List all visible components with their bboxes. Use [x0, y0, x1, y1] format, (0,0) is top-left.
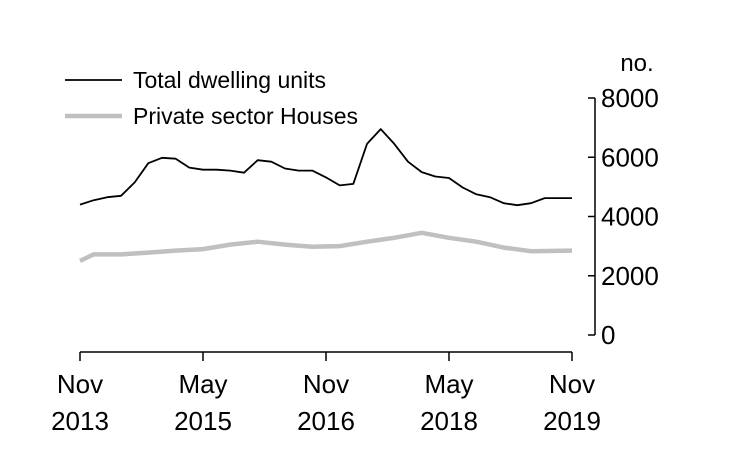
x-tick-label-month: Nov — [549, 369, 595, 399]
x-tick-label-year: 2013 — [51, 406, 109, 436]
x-tick-label-year: 2019 — [543, 406, 601, 436]
legend: Total dwelling units Private sector House… — [65, 67, 358, 129]
y-axis-unit-label: no. — [620, 50, 653, 77]
y-tick-label: 8000 — [601, 83, 659, 113]
legend-label: Private sector Houses — [133, 103, 358, 129]
x-tick-label-month: Nov — [303, 369, 349, 399]
x-tick-label-year: 2018 — [420, 406, 478, 436]
x-tick-label-year: 2016 — [297, 406, 355, 436]
x-tick-label-month: Nov — [57, 369, 103, 399]
y-tick-label: 0 — [601, 320, 615, 350]
x-tick-label-month: May — [178, 369, 227, 399]
x-tick-label-month: May — [424, 369, 473, 399]
y-tick-label: 4000 — [601, 202, 659, 232]
y-tick-label: 6000 — [601, 142, 659, 172]
series-layer — [79, 128, 573, 263]
axes: 0 2000 4000 6000 8000 Nov 2013 May 2015 Nov 2016 Ma… — [51, 83, 659, 436]
series-line-total-dwelling-units — [79, 128, 572, 207]
y-tick-label: 2000 — [601, 261, 659, 291]
legend-label: Total dwelling units — [133, 67, 326, 93]
series-line-private-sector-houses — [79, 230, 573, 263]
x-tick-label-year: 2015 — [174, 406, 232, 436]
